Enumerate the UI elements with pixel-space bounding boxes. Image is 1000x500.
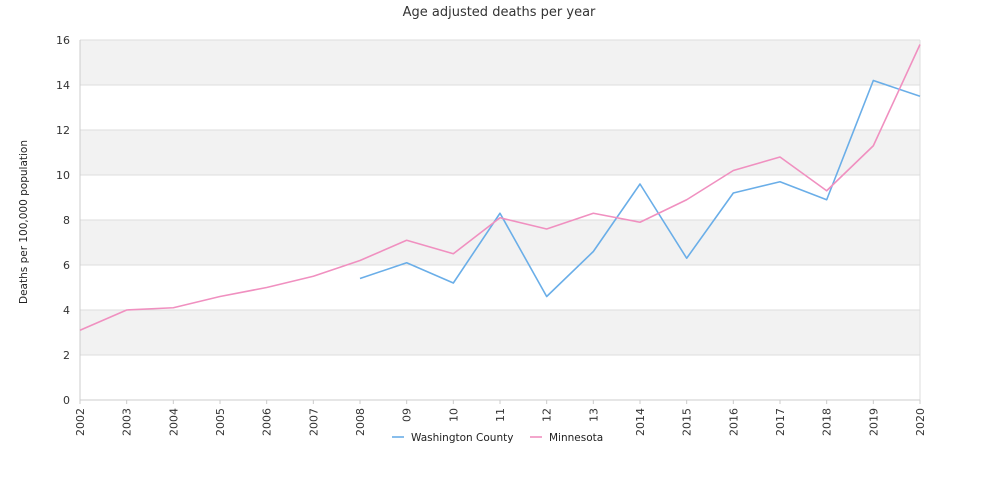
x-tick-label: 2014 [634,408,647,436]
x-tick-label: 11 [494,408,507,422]
grid-band [80,310,920,355]
x-tick-label: 2002 [74,408,87,436]
x-tick-label: 2007 [307,408,320,436]
legend: Washington County Minnesota [392,432,603,444]
x-tick-label: 12 [541,408,554,422]
y-tick-label: 16 [56,34,70,47]
x-tick-label: 2008 [354,408,367,436]
grid-band [80,220,920,265]
y-tick-labels: 0 2 4 6 8 10 12 14 16 [56,34,70,407]
chart-title: Age adjusted deaths per year [403,5,596,20]
x-tick-label: 2018 [821,408,834,436]
x-tick-label: 2004 [167,408,180,436]
x-tick-label: 2020 [914,408,927,436]
y-tick-label: 12 [56,124,70,137]
grid-bands [80,40,920,355]
legend-label-washington-county: Washington County [411,432,513,444]
legend-label-minnesota: Minnesota [549,432,603,444]
y-tick-label: 14 [56,79,70,92]
y-tick-label: 6 [63,259,70,272]
x-tick-label: 2017 [774,408,787,436]
series-line-washington-county [359,79,921,298]
grid-band [80,40,920,85]
y-tick-label: 8 [63,214,70,227]
x-tick-label: 2006 [261,408,274,436]
y-tick-label: 10 [56,169,70,182]
y-axis-title: Deaths per 100,000 population [18,140,30,304]
x-tick-label: 2003 [121,408,134,436]
x-tick-label: 2016 [727,408,740,436]
x-tick-labels: 2002 2003 2004 2005 2006 2007 2008 09 10 11 12 13 20… [74,408,927,436]
x-tick-label: 2005 [214,408,227,436]
series-line-minnesota [79,44,921,331]
y-tick-label: 2 [63,349,70,362]
x-tick-label: 10 [447,408,460,422]
x-tick-label: 13 [587,408,600,422]
axes [79,40,921,404]
x-tick-label: 2015 [681,408,694,436]
y-tick-label: 4 [63,304,70,317]
x-tick-label: 2019 [867,408,880,436]
series-lines [79,44,921,331]
y-tick-label: 0 [63,394,70,407]
grid-band [80,130,920,175]
gridlines [80,39,920,401]
x-tick-label: 09 [401,408,414,422]
